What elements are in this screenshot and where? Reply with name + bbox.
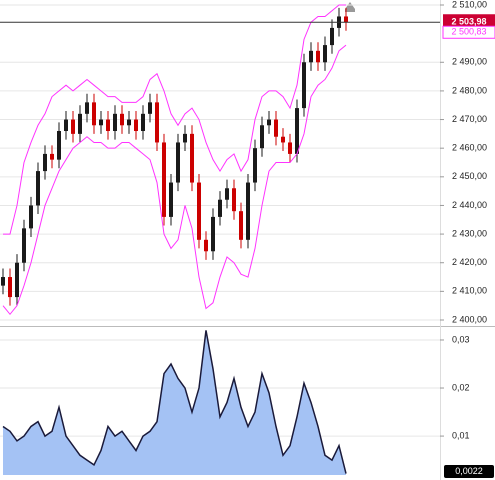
candle-body: [176, 142, 180, 183]
candle-body: [309, 50, 313, 63]
candle-body: [211, 216, 215, 252]
candle-body: [302, 62, 306, 109]
band-tag: [442, 25, 495, 39]
candle-body: [106, 119, 110, 132]
area-line: [2, 330, 347, 474]
candle-body: [148, 102, 152, 114]
candle-body: [239, 211, 243, 240]
candle-body: [43, 153, 47, 172]
candle-body: [197, 182, 201, 240]
y-tick-label: 2 460,00: [452, 143, 487, 153]
candle-body: [50, 153, 54, 160]
candle-body: [113, 113, 117, 132]
area-fill: [3, 330, 346, 475]
candle-body: [344, 16, 348, 23]
candle-body: [36, 171, 40, 206]
last-value-label: 0,0022: [455, 466, 483, 476]
y-tick-label: 2 510,00: [452, 0, 487, 9]
candle-body: [267, 119, 271, 126]
candle-body: [57, 131, 61, 160]
y-tick-label: 2 430,00: [452, 228, 487, 238]
y-tick-label: 0,03: [452, 334, 470, 344]
candle-body: [169, 182, 173, 217]
candle-body: [22, 228, 26, 263]
candle-body: [71, 119, 75, 134]
candle-body: [246, 182, 250, 240]
y-tick-label: 2 440,00: [452, 200, 487, 210]
candle-body: [64, 119, 68, 132]
band-line: [3, 4, 346, 235]
y-tick-label: 0,02: [452, 382, 470, 392]
candle-body: [85, 102, 89, 114]
y-tick-label: 2 480,00: [452, 85, 487, 95]
y-tick-label: 2 410,00: [452, 286, 487, 296]
candle-body: [295, 108, 299, 154]
candle-body: [141, 113, 145, 132]
candle-body: [134, 119, 138, 132]
candle-body: [29, 205, 33, 229]
candle-body: [183, 133, 187, 143]
y-tick-label: 2 450,00: [452, 171, 487, 181]
candle-body: [8, 277, 12, 298]
candle-body: [162, 142, 166, 217]
y-tick-label: 2 420,00: [452, 257, 487, 267]
candle-body: [92, 102, 96, 126]
candle-body: [260, 125, 264, 149]
candle-body: [127, 119, 131, 126]
candle-body: [288, 142, 292, 154]
candle-body: [155, 102, 159, 143]
candle-body: [253, 148, 257, 183]
candle-body: [274, 119, 278, 137]
candle-body: [15, 262, 19, 298]
last-price-label: 2 503,98: [451, 17, 486, 27]
candle-body: [225, 188, 229, 200]
candle-body: [232, 188, 236, 212]
candle-body: [330, 27, 334, 46]
candle-body: [281, 136, 285, 143]
candle-body: [218, 199, 222, 217]
last-price-tag: [443, 14, 495, 30]
candle-body: [190, 133, 194, 183]
candle-body: [316, 50, 320, 63]
marker-icon: [345, 2, 355, 12]
candle-body: [120, 113, 124, 126]
y-tick-label: 2 470,00: [452, 114, 487, 124]
y-tick-label: 0,01: [452, 430, 470, 440]
candle-body: [1, 277, 5, 286]
y-tick-label: 2 400,00: [452, 314, 487, 324]
candle-body: [78, 113, 82, 134]
y-tick-label: 2 490,00: [452, 57, 487, 67]
candle-body: [323, 45, 327, 63]
band-tag-label: 2 500,83: [451, 27, 486, 37]
candle-body: [99, 119, 103, 126]
candle-body: [204, 239, 208, 252]
last-value-tag: [444, 465, 494, 478]
band-line: [2, 44, 347, 316]
